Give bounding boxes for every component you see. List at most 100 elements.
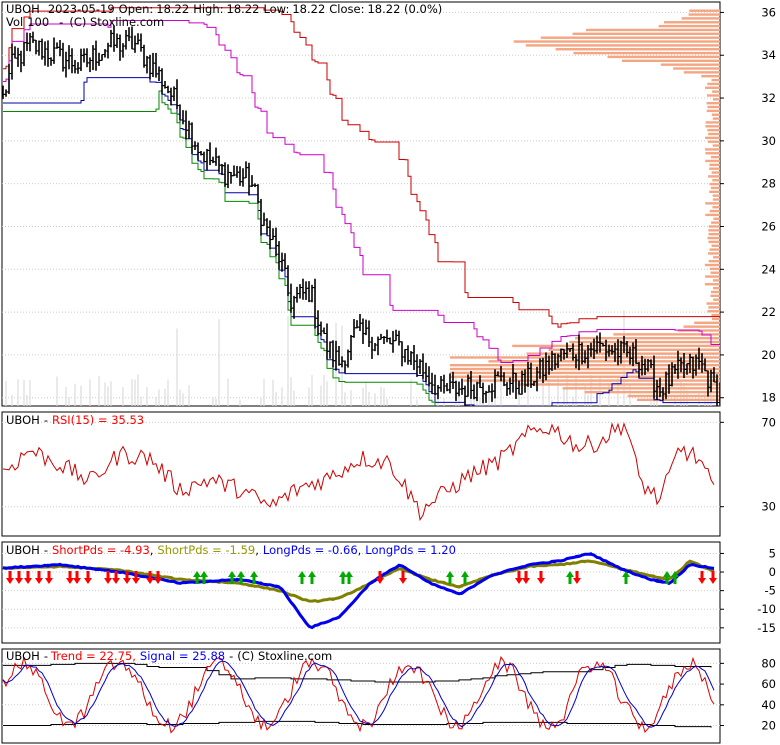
volume-bar [11, 394, 13, 406]
volume-bar [155, 396, 157, 406]
volume-bar [500, 374, 502, 406]
sell-arrow-icon [146, 571, 154, 584]
volume-profile-bar [713, 256, 720, 259]
sell-arrow-icon [84, 571, 92, 584]
volume-profile-bar [707, 252, 720, 255]
volume-bar [89, 379, 91, 406]
volume-bar [263, 379, 265, 406]
volume-bar [557, 376, 559, 406]
volume-profile-bar [575, 337, 720, 340]
volume-profile-bar [658, 24, 720, 28]
y-tick-label: 34 [761, 48, 776, 62]
volume-profile-bar [450, 371, 720, 375]
volume-bar [74, 383, 76, 406]
sell-arrow-icon [154, 571, 162, 584]
volume-profile-bar [705, 275, 720, 278]
volume-header: Vol 100- (C) Stoxline.com [6, 15, 164, 29]
volume-bar [572, 396, 574, 406]
volume-profile-bar [708, 229, 720, 232]
volume-profile-bar [710, 271, 720, 274]
volume-profile-bar [517, 383, 720, 386]
volume-profile-bar [705, 125, 720, 128]
volume-bar [320, 385, 322, 406]
volume-profile-bar [683, 325, 720, 328]
sell-arrow-icon [66, 571, 74, 584]
volume-profile-bar [709, 167, 720, 170]
sell-arrow-icon [6, 571, 14, 584]
upper-envelope-line [3, 662, 712, 683]
oscillator-lines [2, 552, 715, 630]
volume-profile-bar [707, 82, 720, 86]
volume-bar [26, 394, 28, 406]
rsi-y-axis: 30 70 [720, 415, 776, 514]
volume-bar [566, 374, 568, 406]
volume-bar [368, 391, 370, 406]
volume-profile-bar [706, 302, 720, 305]
volume-profile-bar [709, 267, 720, 271]
buy-arrow-icon [308, 571, 316, 584]
volume-profile-bar [450, 367, 720, 371]
volume-profile-bar [710, 186, 720, 190]
volume-profile-bar [705, 202, 720, 205]
signal-line [2, 660, 715, 728]
buy-arrow-icon [663, 571, 671, 584]
volume-bar [680, 380, 682, 406]
volume-profile-bar [708, 306, 720, 309]
volume-bar [137, 374, 139, 406]
price-panel: 18 20 22 24 26 28 30 32 34 36 UBOH 2023-05-19 Open:… [1, 1, 776, 407]
volume-profile-bar [711, 244, 720, 247]
volume-bar [218, 319, 220, 406]
volume-profile-bar [488, 360, 720, 363]
volume-profile-bar [607, 55, 720, 59]
trend-panel: 80 60 40 20 UBOH - Trend = 22.75, Signal = 25.… [1, 648, 776, 744]
sell-arrow-icon [45, 571, 53, 584]
sell-arrow-icon [104, 571, 112, 584]
y-tick-label: 0 [769, 565, 776, 579]
volume-bar [68, 397, 70, 406]
volume-bar [563, 387, 565, 406]
volume-profile-bar [706, 94, 720, 97]
volume-bar [362, 387, 364, 406]
volume-profile-bar [572, 32, 720, 36]
volume-profile-bar [450, 363, 720, 367]
short-blue-line [2, 552, 715, 630]
volume-bar [383, 388, 385, 406]
volume-profile-bar [708, 240, 720, 244]
rsi-lines [2, 422, 715, 522]
volume-bar [23, 379, 25, 406]
volume-bar [542, 381, 544, 406]
sell-arrow-icon [515, 571, 523, 584]
volume-bar [212, 397, 214, 406]
volume-profile-bar [705, 86, 720, 89]
volume-bar [416, 399, 418, 406]
buy-arrow-icon [250, 571, 258, 584]
volume-bar [215, 398, 217, 406]
oscillator-panel: 5 0 -5 -10 -15 UBOH - ShortPds = -4.93, ShortPd… [1, 541, 776, 644]
volume-bar [104, 382, 106, 406]
sell-arrow-icon [112, 571, 120, 584]
volume-bar [386, 398, 388, 406]
mid-lower-channel-line [3, 77, 718, 406]
volume-profile-bar [660, 63, 720, 66]
y-tick-label: 30 [761, 500, 776, 514]
volume-profile-bar [712, 144, 720, 147]
volume-profile-bar [683, 71, 720, 74]
sell-arrow-icon [537, 571, 545, 584]
volume-bar [107, 386, 109, 406]
volume-profile-bar [707, 105, 720, 109]
buy-arrow-icon [461, 571, 469, 584]
volume-bar [260, 397, 262, 406]
volume-bar [587, 394, 589, 406]
y-tick-label: 5 [769, 546, 776, 560]
volume-profile-bar [710, 290, 720, 294]
sell-arrow-icon [35, 571, 43, 584]
volume-bar [287, 316, 289, 406]
volume-profile-bar [450, 375, 720, 378]
volume-profile-bar [689, 9, 720, 12]
volume-profile-bar [708, 132, 720, 136]
buy-arrow-icon [200, 571, 208, 584]
volume-profile-bar [704, 148, 720, 151]
volume-bar [134, 379, 136, 406]
y-tick-label: 20 [761, 348, 776, 362]
